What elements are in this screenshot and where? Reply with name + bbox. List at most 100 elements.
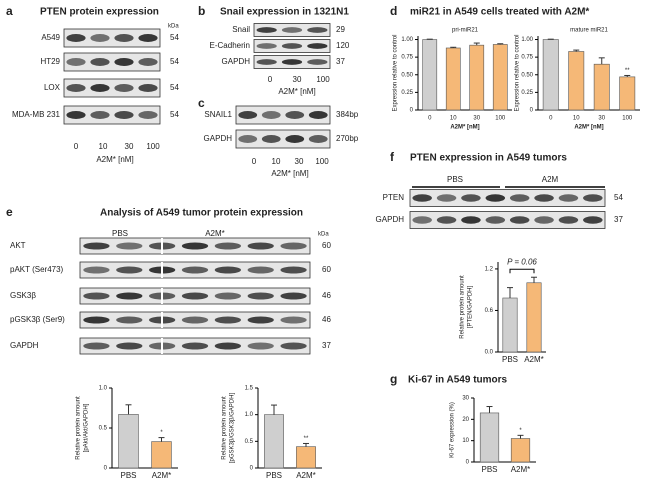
row-label: Snail	[232, 25, 250, 34]
row-size: 54	[170, 57, 179, 66]
group-label: A2M*	[205, 229, 225, 238]
blot-band	[280, 242, 307, 250]
lane-label: 30	[295, 157, 304, 166]
bar	[568, 51, 585, 111]
y-tick-label: 10	[462, 438, 469, 444]
blot-band	[116, 292, 143, 300]
size-unit: kDa	[318, 232, 329, 238]
panel-title: Ki-67 in A549 tumors	[408, 375, 508, 386]
row-size: 46	[322, 291, 331, 300]
bar	[619, 76, 636, 111]
row-size: 60	[322, 265, 331, 274]
lane-label: 100	[315, 157, 329, 166]
y-tick-label: 0.6	[485, 308, 494, 314]
bar	[510, 438, 531, 463]
lane-label: 30	[293, 75, 302, 84]
blot-band	[90, 58, 110, 66]
y-tick-label: 1.00	[521, 37, 533, 43]
lane-label: 0	[252, 157, 257, 166]
blot-band	[281, 27, 303, 33]
category-label: 0	[549, 116, 553, 122]
blot-band	[238, 111, 258, 119]
row-size: 270bp	[336, 134, 359, 143]
blot-band	[138, 111, 158, 119]
row-size: 120	[336, 41, 350, 50]
blot	[409, 189, 606, 207]
y-tick-label: 0.5	[99, 426, 108, 432]
blot-band	[116, 266, 143, 274]
blot-band	[238, 135, 258, 143]
blot-band	[281, 43, 303, 49]
y-tick-label: 0	[530, 108, 534, 114]
lane-label: 0	[268, 75, 273, 84]
blot-band	[138, 84, 158, 92]
blot-band	[181, 316, 209, 324]
row-label: pAKT (Ser473)	[10, 265, 64, 274]
lane-label: 10	[99, 142, 108, 151]
lane-label: 100	[146, 142, 160, 151]
row-size: 54	[170, 110, 179, 119]
blot-band	[256, 43, 277, 49]
y-tick-label: 0.75	[521, 55, 533, 61]
blot	[235, 129, 331, 149]
y-label: [pGSK3β/GSK3β/GAPDH]	[230, 393, 236, 464]
panel-title: Snail expression in 1321N1	[220, 7, 349, 18]
row-label: AKT	[10, 241, 26, 250]
blot-band	[114, 34, 134, 42]
significance: *	[160, 430, 163, 436]
blot-band	[307, 59, 328, 65]
panel-letter: g	[390, 372, 397, 386]
row-label: HT29	[40, 57, 60, 66]
bar	[264, 414, 284, 469]
blot-band	[116, 342, 143, 350]
lane-label: 10	[272, 157, 281, 166]
y-tick-label: 20	[462, 417, 469, 423]
group-label: PBS	[112, 229, 128, 238]
y-tick-label: 1.0	[99, 386, 108, 392]
x-label: A2M* [nM]	[574, 125, 603, 131]
blot-band	[485, 194, 506, 202]
blot-band	[558, 216, 579, 224]
blot-band	[247, 292, 274, 300]
blot-band	[114, 84, 134, 92]
chart-title: mature miR21	[570, 28, 608, 34]
blot-band	[307, 27, 328, 33]
blot	[63, 105, 161, 125]
blot-band	[436, 194, 457, 202]
blot-band	[308, 111, 328, 119]
y-label: Relative protein amount	[222, 396, 228, 460]
blot-band	[66, 84, 86, 92]
blot-band	[558, 194, 579, 202]
y-tick-label: 0.25	[521, 90, 533, 96]
blot-band	[181, 292, 209, 300]
blot-band	[461, 216, 481, 224]
panel-title: PTEN expression in A549 tumors	[410, 153, 567, 164]
row-label: MDA-MB 231	[12, 110, 61, 119]
row-label: GAPDH	[222, 57, 251, 66]
blot-band	[281, 59, 303, 65]
blot-band	[247, 266, 274, 274]
blot-band	[90, 111, 110, 119]
panel-letter: b	[198, 4, 205, 18]
blot-band	[114, 58, 134, 66]
category-label: 100	[622, 116, 633, 122]
blot-band	[256, 59, 277, 65]
y-tick-label: 30	[462, 396, 469, 402]
blot	[409, 211, 606, 229]
bar	[445, 47, 461, 111]
blot-band	[214, 292, 242, 300]
bar	[296, 446, 316, 469]
blot-band	[114, 111, 134, 119]
y-tick-label: 0.0	[485, 350, 494, 356]
row-size: 54	[170, 83, 179, 92]
row-size: 37	[614, 215, 623, 224]
blot-band	[247, 242, 274, 250]
blot-band	[280, 292, 307, 300]
blot-band	[83, 342, 110, 350]
lane-label: 30	[125, 142, 134, 151]
x-label: A2M* [nM]	[450, 125, 479, 131]
blot-band	[116, 316, 143, 324]
blot-band	[247, 316, 274, 324]
panel-letter: a	[6, 4, 13, 18]
